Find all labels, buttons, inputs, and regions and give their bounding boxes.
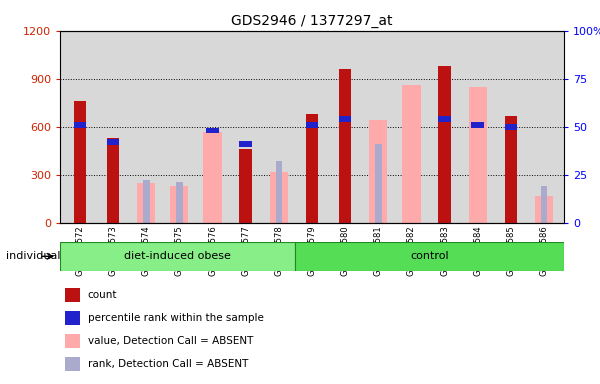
Bar <box>541 186 547 223</box>
Bar <box>60 242 295 271</box>
Bar <box>203 131 221 223</box>
Text: rank, Detection Call = ABSENT: rank, Detection Call = ABSENT <box>88 359 248 369</box>
Bar <box>74 101 86 223</box>
Text: individual: individual <box>6 251 61 262</box>
Bar <box>107 138 119 223</box>
Bar <box>375 144 382 223</box>
Bar <box>505 116 517 223</box>
Bar <box>74 122 86 127</box>
Text: value, Detection Call = ABSENT: value, Detection Call = ABSENT <box>88 336 253 346</box>
Bar <box>176 182 182 223</box>
Bar <box>170 186 188 223</box>
Bar <box>65 311 80 325</box>
Bar <box>403 85 421 223</box>
Bar <box>65 288 80 302</box>
Bar <box>137 183 155 223</box>
Bar <box>535 195 553 223</box>
Bar <box>270 172 288 223</box>
Bar <box>275 161 282 223</box>
Text: diet-induced obese: diet-induced obese <box>124 251 231 262</box>
Bar <box>439 66 451 223</box>
Bar <box>107 139 119 145</box>
Bar <box>339 116 352 122</box>
Bar <box>65 357 80 371</box>
Bar <box>339 69 352 223</box>
Text: control: control <box>410 251 449 262</box>
Bar <box>239 149 252 223</box>
Bar <box>439 116 451 122</box>
Bar <box>239 141 252 147</box>
Bar <box>306 114 319 223</box>
Bar <box>206 127 219 134</box>
Bar <box>143 180 149 223</box>
Bar <box>469 87 487 223</box>
Text: percentile rank within the sample: percentile rank within the sample <box>88 313 263 323</box>
Bar <box>295 242 564 271</box>
Bar <box>65 334 80 348</box>
Title: GDS2946 / 1377297_at: GDS2946 / 1377297_at <box>231 14 393 28</box>
Bar <box>505 124 517 130</box>
Bar <box>472 122 484 127</box>
Text: count: count <box>88 290 117 300</box>
Bar <box>306 122 319 127</box>
Bar <box>369 120 388 223</box>
